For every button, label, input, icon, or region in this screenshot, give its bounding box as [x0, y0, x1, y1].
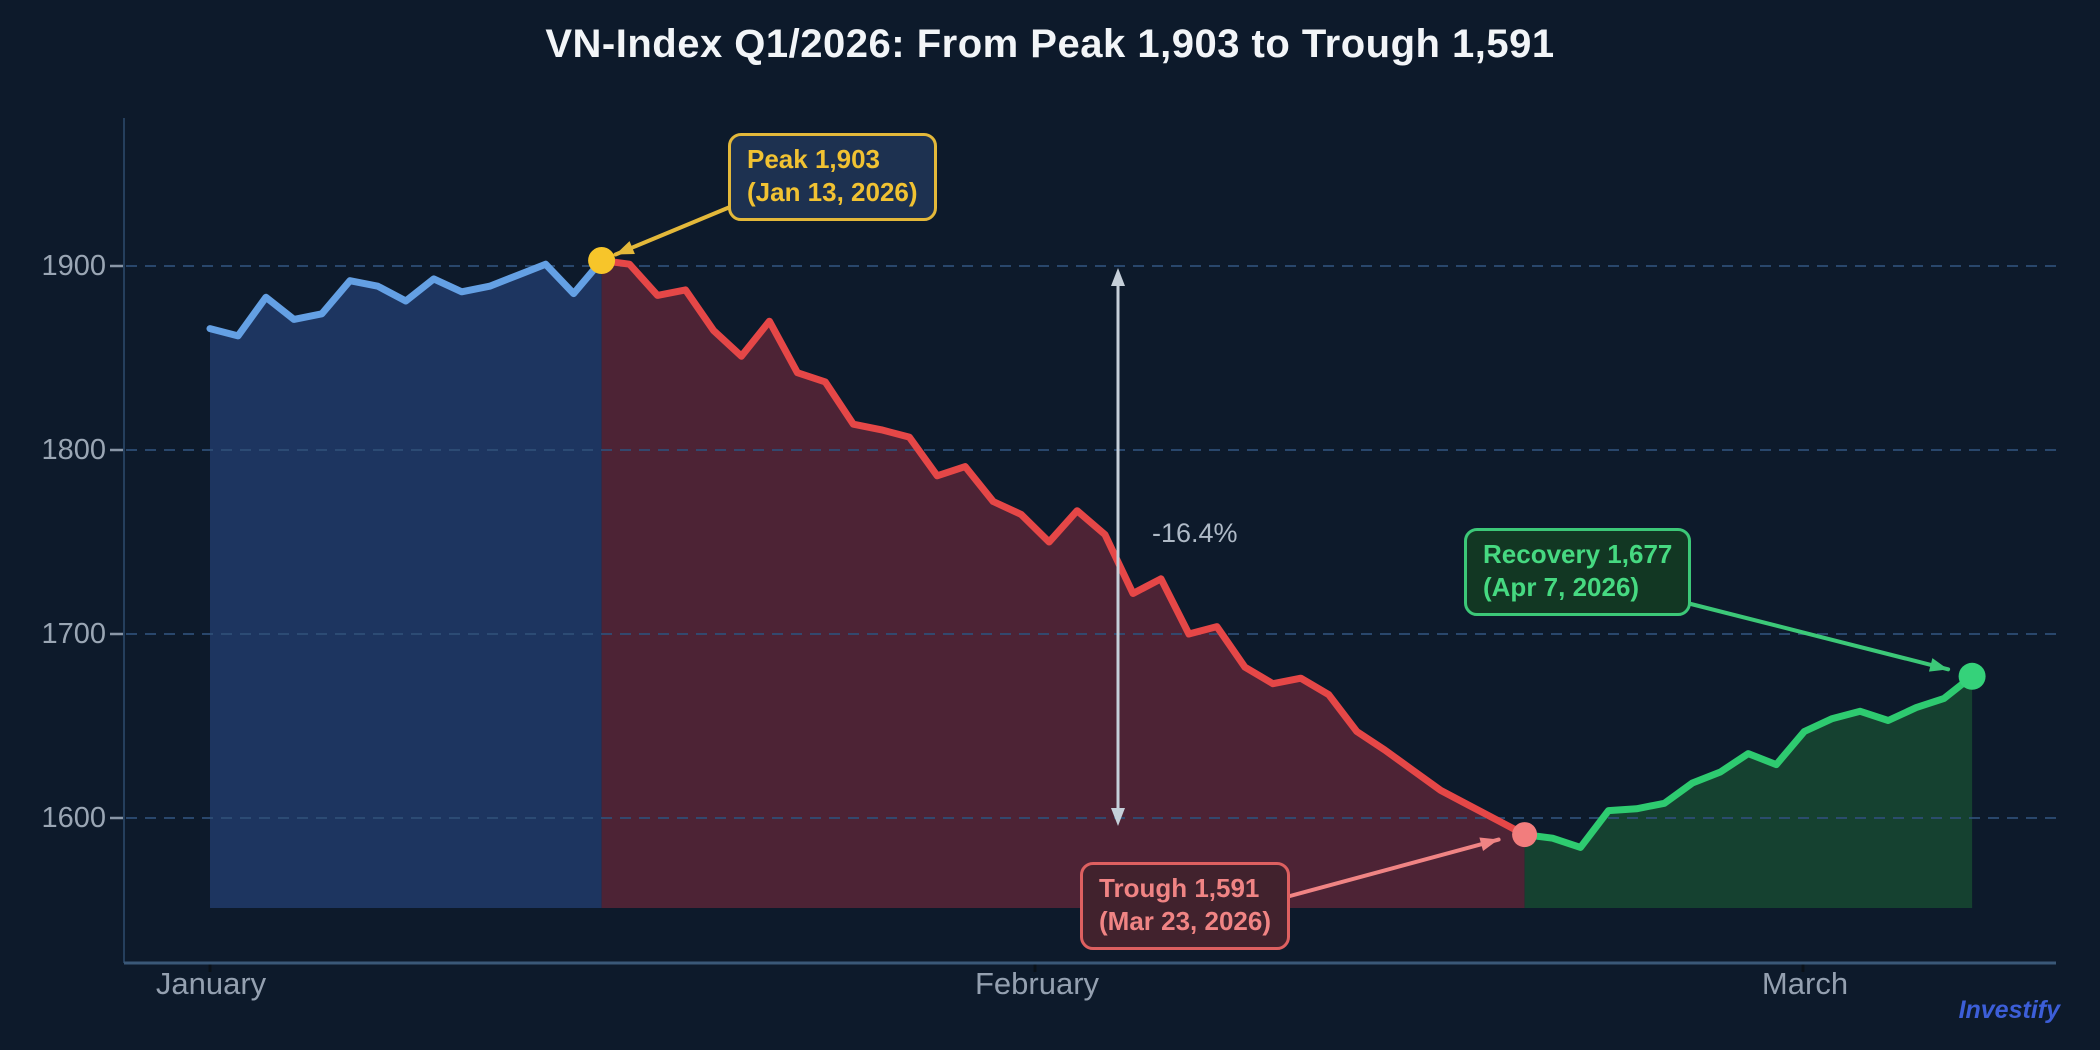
investify-watermark: Investify: [1958, 996, 2060, 1024]
x-tick-february: February: [974, 966, 1100, 1001]
trough-connector-head: [1479, 837, 1499, 852]
drawdown-arrow-bottom-head: [1111, 808, 1125, 826]
recovery-annotation-line1: Recovery 1,677: [1483, 539, 1673, 569]
y-tick-1700: 1700: [41, 618, 106, 650]
recovery-marker: [1958, 662, 1986, 690]
trough-annotation: Trough 1,591 (Mar 23, 2026): [1080, 862, 1290, 950]
peak-connector-head: [615, 241, 635, 255]
chart-title: VN-Index Q1/2026: From Peak 1,903 to Tro…: [545, 22, 1555, 66]
y-tick-1600: 1600: [41, 802, 106, 834]
drawdown-percent-label: -16.4%: [1152, 518, 1238, 548]
peak-annotation-line2: (Jan 13, 2026): [747, 176, 918, 207]
recovery-connector-head: [1928, 658, 1949, 672]
trough-marker: [1512, 822, 1538, 848]
y-tick-1800: 1800: [41, 434, 106, 466]
trough-connector-line: [1288, 837, 1501, 898]
trough-annotation-line1: Trough 1,591: [1099, 873, 1260, 903]
drawdown-line: [598, 257, 1529, 839]
recovery-area: [1524, 676, 1973, 908]
peak-marker: [588, 247, 616, 274]
peak-annotation: Peak 1,903 (Jan 13, 2026): [728, 133, 937, 221]
january-advance-area: [210, 260, 602, 908]
recovery-annotation: Recovery 1,677 (Apr 7, 2026): [1464, 528, 1692, 616]
x-tick-march: March: [1761, 966, 1849, 1001]
x-tick-january: January: [155, 966, 267, 1001]
drawdown-area: [601, 260, 1525, 908]
recovery-annotation-line2: (Apr 7, 2026): [1483, 571, 1640, 602]
peak-connector-line: [613, 205, 732, 257]
peak-annotation-line1: Peak 1,903: [747, 144, 881, 174]
y-tick-1900: 1900: [41, 250, 106, 282]
january-advance-line: [206, 257, 606, 340]
drawdown-arrow-top-head: [1111, 268, 1125, 286]
recovery-connector-line: [1685, 601, 1951, 672]
trough-annotation-line2: (Mar 23, 2026): [1099, 905, 1271, 936]
recovery-line: [1521, 672, 1976, 851]
